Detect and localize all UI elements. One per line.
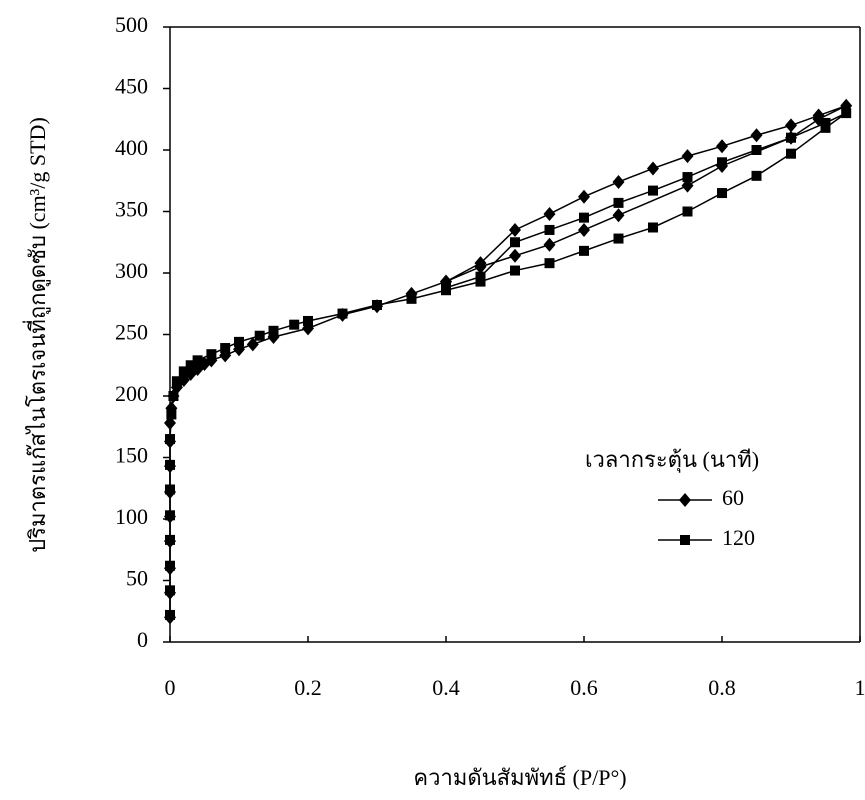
data-point — [185, 360, 196, 371]
y-tick-label: 150 — [115, 443, 148, 468]
data-point — [165, 585, 175, 596]
x-tick-label: 0.4 — [432, 675, 460, 700]
data-point — [751, 145, 762, 155]
legend-label: 60 — [722, 485, 744, 510]
y-tick-label: 0 — [137, 627, 148, 652]
data-point — [648, 185, 658, 196]
data-point — [510, 265, 520, 276]
y-axis-label: ปริมาตรแก๊สไนโตรเจนที่ถูกดูดซับ (cm³/g S… — [22, 117, 51, 553]
data-point — [289, 319, 300, 330]
data-point — [254, 330, 265, 341]
data-point — [475, 271, 486, 282]
legend-marker — [680, 535, 690, 545]
data-point — [543, 237, 556, 252]
x-tick-label: 0.8 — [708, 675, 736, 700]
data-point — [579, 212, 589, 223]
data-point — [165, 459, 175, 470]
data-point — [234, 336, 244, 347]
x-tick-label: 1 — [855, 675, 865, 700]
data-point — [750, 128, 763, 143]
y-tick-label: 450 — [115, 74, 148, 99]
data-point — [337, 308, 348, 319]
data-point — [613, 197, 624, 208]
data-point — [751, 170, 762, 181]
y-tick-label: 250 — [115, 320, 148, 345]
data-point — [543, 206, 556, 221]
data-point — [544, 224, 555, 235]
data-point — [648, 222, 658, 233]
legend-title: เวลากระตุ้น (นาที) — [585, 447, 759, 473]
y-tick-label: 400 — [115, 135, 148, 160]
data-point — [165, 609, 175, 620]
data-point — [406, 293, 417, 304]
data-point — [178, 366, 189, 377]
data-point — [716, 139, 728, 154]
data-point — [166, 409, 177, 420]
legend-label: 120 — [722, 525, 755, 550]
data-point — [192, 355, 203, 366]
data-point — [613, 233, 624, 244]
data-point — [165, 560, 175, 571]
data-point — [717, 157, 727, 168]
data-point — [544, 258, 555, 269]
data-point — [168, 391, 179, 401]
y-tick-label: 200 — [115, 381, 148, 406]
y-tick-label: 350 — [115, 197, 148, 222]
data-point — [510, 237, 520, 248]
x-tick-label: 0.2 — [294, 675, 322, 700]
data-point — [820, 117, 831, 128]
data-point — [509, 248, 521, 263]
data-point — [612, 208, 625, 223]
data-point — [681, 178, 694, 193]
data-point — [786, 132, 796, 143]
data-point — [165, 484, 175, 495]
data-point — [681, 149, 694, 164]
x-axis-label: ความดันสัมพัทธ์ (P/P°) — [413, 765, 626, 790]
data-point — [171, 376, 182, 387]
data-point — [682, 206, 693, 217]
y-tick-label: 50 — [126, 566, 148, 591]
data-point — [841, 108, 852, 119]
data-point — [303, 315, 313, 326]
data-point — [717, 188, 727, 199]
data-point — [786, 148, 796, 159]
data-point — [785, 118, 797, 133]
x-tick-label: 0.6 — [570, 675, 598, 700]
x-tick-label: 0 — [165, 675, 176, 700]
data-point — [164, 416, 176, 431]
data-point — [578, 222, 590, 237]
data-point — [579, 245, 589, 256]
y-tick-label: 500 — [115, 12, 148, 37]
data-point — [165, 510, 175, 521]
data-point — [246, 337, 259, 352]
data-point — [220, 343, 231, 354]
data-point — [509, 222, 521, 237]
data-point — [647, 161, 659, 176]
data-point — [612, 174, 625, 189]
data-point — [474, 256, 487, 271]
data-point — [206, 349, 217, 360]
data-point — [682, 172, 693, 183]
y-tick-label: 300 — [115, 258, 148, 283]
y-tick-label: 100 — [115, 504, 148, 529]
data-point — [268, 325, 279, 336]
data-point — [578, 189, 590, 204]
data-point — [165, 434, 175, 445]
legend-marker — [679, 493, 691, 507]
data-point — [372, 299, 382, 310]
data-point — [165, 534, 175, 545]
data-point — [441, 282, 451, 293]
